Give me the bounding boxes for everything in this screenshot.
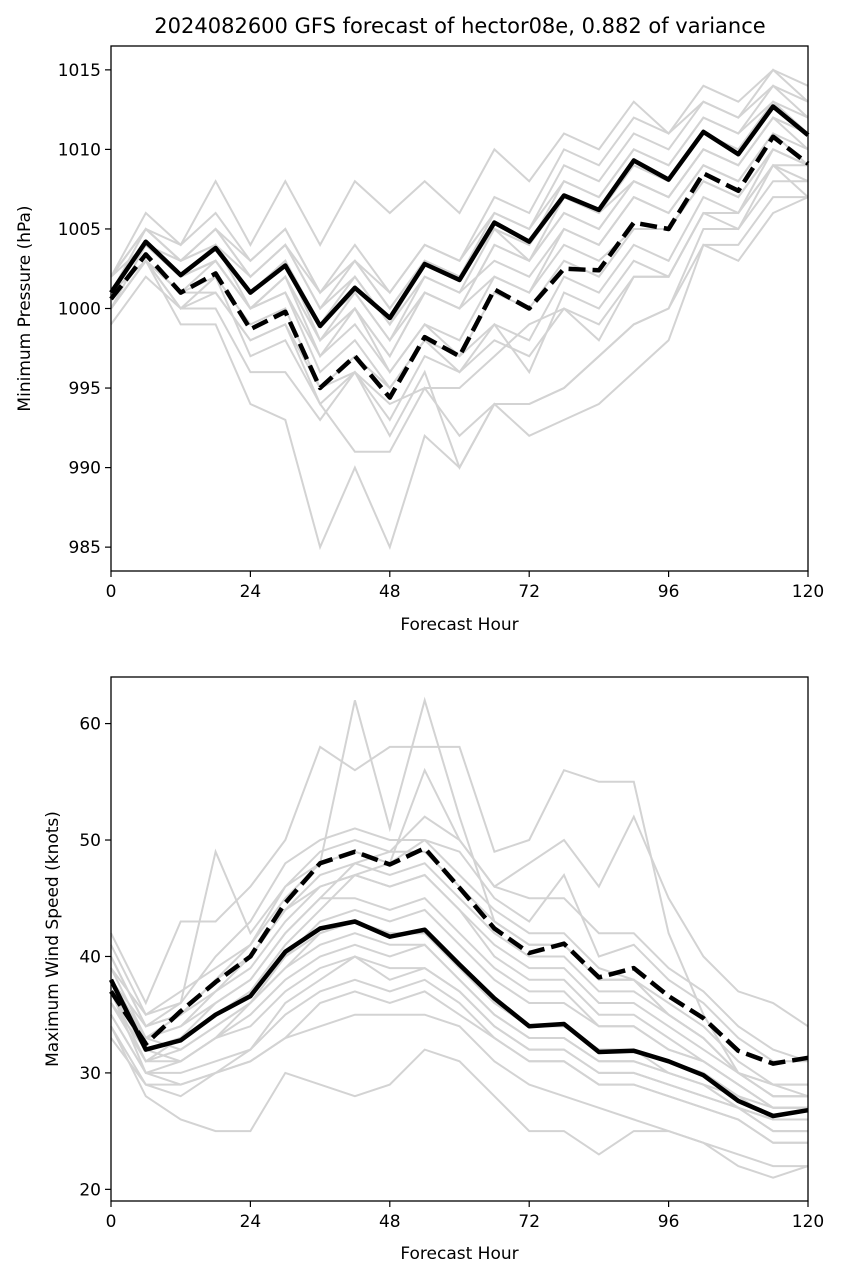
pressure-weighted-line (109, 134, 810, 400)
pressure-y-axis-label: Minimum Pressure (hPa) (15, 205, 35, 411)
wind-y-tick-label: 20 (79, 1180, 101, 1200)
wind-member-line-17 (110, 838, 808, 1063)
wind-x-ticks: 0 24 48 72 96 120 (106, 1201, 824, 1232)
wind-member-line-13 (110, 696, 808, 1086)
wind-member-line-10 (110, 920, 808, 1121)
pressure-summary-lines (109, 104, 810, 400)
pressure-y-tick-label: 1010 (58, 140, 101, 160)
pressure-y-tick-label: 990 (69, 459, 101, 479)
pressure-mean-line (109, 104, 810, 329)
wind-x-tick-label: 96 (658, 1212, 680, 1232)
pressure-x-ticks: 0 24 48 72 96 120 (106, 571, 824, 602)
wind-weighted-line (109, 845, 809, 1066)
wind-y-tick-label: 50 (79, 831, 101, 851)
wind-y-ticks: 20 30 40 50 60 (79, 715, 111, 1200)
wind-mean-line (108, 919, 809, 1119)
pressure-y-tick-label: 1000 (58, 300, 101, 320)
wind-member-line-18 (110, 815, 809, 1063)
wind-y-tick-label: 40 (79, 947, 101, 967)
pressure-y-ticks: 985 990 995 1000 1005 1010 1015 (58, 61, 111, 558)
pressure-x-tick-label: 96 (658, 582, 680, 602)
wind-member-lines (110, 696, 809, 1179)
wind-panel: 0 24 48 72 96 120 20 30 40 50 60 Forecast Hour Ma… (43, 676, 824, 1264)
pressure-x-tick-label: 48 (379, 582, 401, 602)
wind-x-tick-label: 24 (240, 1212, 262, 1232)
pressure-member-line-16 (110, 84, 809, 295)
pressure-x-tick-label: 72 (518, 582, 540, 602)
pressure-x-tick-label: 0 (106, 582, 117, 602)
wind-member-line-3 (110, 827, 808, 1086)
wind-member-line-22 (110, 991, 808, 1168)
wind-member-line-5 (110, 745, 809, 1098)
pressure-x-tick-label: 120 (792, 582, 824, 602)
wind-x-tick-label: 0 (106, 1212, 117, 1232)
wind-x-tick-label: 120 (792, 1212, 824, 1232)
wind-x-axis-label: Forecast Hour (400, 1244, 518, 1264)
wind-summary-lines (108, 845, 809, 1119)
wind-plot-frame (110, 676, 809, 1202)
wind-x-tick-label: 72 (518, 1212, 540, 1232)
wind-y-tick-label: 60 (79, 715, 101, 735)
pressure-member-line-13 (110, 196, 809, 471)
pressure-x-axis-label: Forecast Hour (400, 615, 518, 635)
pressure-y-tick-label: 995 (69, 379, 101, 399)
pressure-member-line-18 (110, 132, 809, 374)
wind-member-line-15 (110, 908, 808, 1109)
pressure-y-tick-label: 985 (69, 538, 101, 558)
wind-member-line-19 (110, 955, 808, 1133)
wind-x-tick-label: 48 (379, 1212, 401, 1232)
pressure-y-tick-label: 1005 (58, 220, 101, 240)
pressure-panel: 2024082600 GFS forecast of hector08e, 0.… (15, 14, 824, 635)
pressure-x-tick-label: 24 (240, 582, 262, 602)
wind-member-line-16 (110, 978, 808, 1144)
pressure-member-line-11 (110, 164, 808, 422)
pressure-y-tick-label: 1015 (58, 61, 101, 81)
wind-y-axis-label: Maximum Wind Speed (knots) (43, 811, 63, 1067)
chart-title: 2024082600 GFS forecast of hector08e, 0.… (154, 14, 765, 38)
wind-y-tick-label: 30 (79, 1064, 101, 1084)
pressure-member-line-5 (110, 68, 809, 278)
